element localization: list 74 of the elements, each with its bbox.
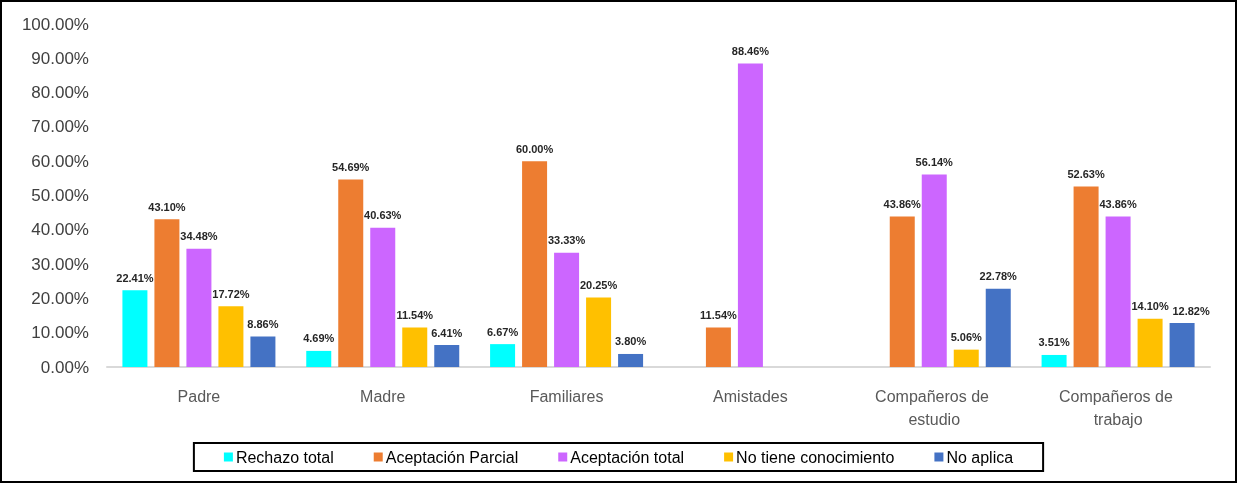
data-label: 33.33% (547, 234, 586, 247)
data-label: 17.72% (212, 287, 250, 300)
data-label: 11.54% (700, 308, 737, 321)
y-tick-label: 90.00% (31, 48, 89, 68)
bar (1073, 186, 1099, 367)
data-label: 3.51% (1038, 336, 1070, 349)
bar (586, 297, 612, 367)
y-tick-label: 70.00% (31, 117, 89, 137)
bar (402, 327, 428, 367)
bar (1041, 354, 1067, 367)
y-tick-label: 20.00% (31, 288, 89, 308)
data-label: 4.69% (303, 332, 335, 345)
data-label: 20.25% (579, 279, 618, 292)
bar (618, 353, 644, 367)
x-tick-label: Familiares (529, 388, 604, 405)
data-label: 6.67% (486, 325, 519, 338)
x-tick-label: Padre (177, 388, 221, 405)
data-label: 43.86% (883, 198, 922, 211)
y-tick-label: 100.00% (21, 14, 89, 34)
bar (1137, 318, 1163, 367)
bar (186, 248, 212, 367)
data-label: 54.69% (332, 160, 370, 173)
bar (953, 349, 979, 367)
bar (554, 252, 580, 367)
data-label: 14.10% (1131, 300, 1169, 313)
bar (154, 219, 180, 367)
data-label: 34.48% (180, 230, 218, 243)
data-label: 40.63% (364, 209, 402, 222)
y-tick-label: 10.00% (31, 323, 89, 343)
data-label: 60.00% (515, 142, 554, 155)
legend-label: No tiene conocimiento (736, 448, 895, 466)
data-label: 52.63% (1067, 167, 1105, 180)
bar (338, 179, 364, 367)
bar (370, 227, 396, 367)
bar (522, 161, 548, 367)
bar (1105, 216, 1131, 367)
y-tick-label: 80.00% (31, 83, 89, 103)
bar (921, 174, 947, 367)
data-label: 3.80% (614, 335, 647, 348)
bar (218, 306, 244, 367)
bar (434, 345, 460, 367)
y-tick-label: 50.00% (31, 186, 89, 205)
bar (1169, 323, 1195, 367)
legend-label: Rechazo total (235, 448, 334, 466)
legend-label: Aceptación Parcial (385, 448, 519, 466)
legend-label: No aplica (946, 448, 1014, 466)
data-label: 6.41% (431, 326, 463, 339)
data-label: 56.14% (915, 155, 954, 168)
data-label: 22.41% (116, 271, 154, 284)
y-tick-label: 40.00% (31, 220, 89, 240)
data-label: 8.86% (247, 318, 279, 331)
bar (985, 288, 1011, 367)
data-label: 12.82% (1172, 304, 1210, 317)
x-tick-label: Amistades (713, 388, 788, 405)
bar (250, 336, 276, 367)
bar (490, 344, 516, 367)
data-label: 43.10% (148, 200, 186, 213)
data-label: 88.46% (731, 45, 770, 58)
bar (889, 216, 915, 367)
bar (306, 350, 332, 367)
data-label: 43.86% (1099, 198, 1137, 211)
x-tick-label: Madre (360, 388, 406, 405)
y-tick-label: 0.00% (40, 357, 89, 377)
data-label: 11.54% (396, 308, 434, 321)
x-tick-label: Compañeros de estudio (875, 388, 994, 428)
data-label: 22.78% (979, 270, 1018, 283)
y-tick-label: 60.00% (31, 151, 89, 171)
bar (705, 327, 731, 367)
bar (737, 63, 763, 367)
y-tick-label: 30.00% (31, 254, 89, 274)
x-tick-label: Compañeros de trabajo (1058, 388, 1178, 428)
data-label: 5.06% (950, 331, 983, 344)
legend-label: Aceptación total (570, 448, 685, 466)
bar (122, 290, 148, 367)
